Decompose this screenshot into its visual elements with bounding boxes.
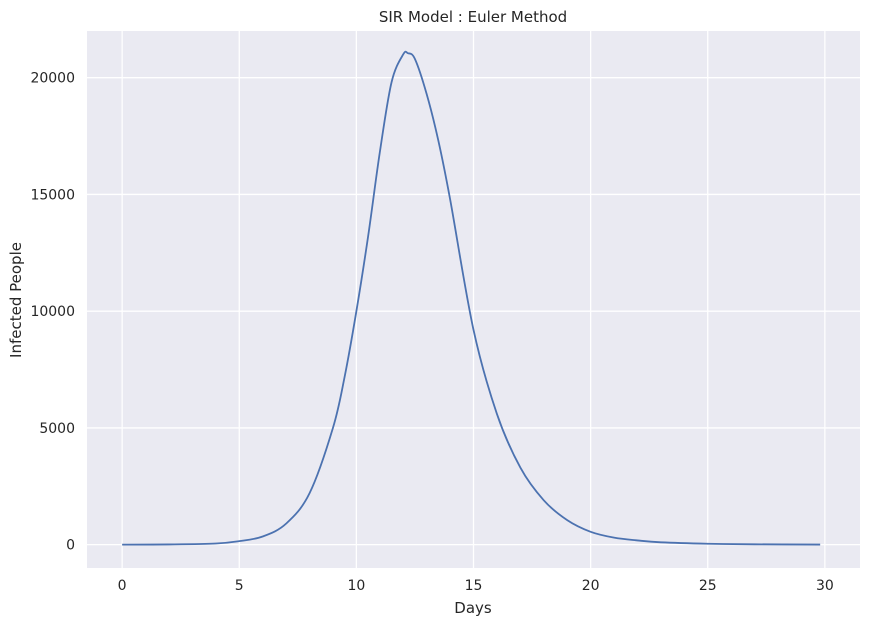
y-tick-label: 20000 [30, 71, 75, 87]
infected-series-line [122, 50, 821, 546]
x-axis-title: Days [454, 599, 492, 617]
y-tick-label: 15000 [30, 187, 75, 203]
y-tick-label: 10000 [30, 304, 75, 320]
grid-lines [87, 31, 860, 568]
x-tick-labels: 0 5 10 15 20 25 30 [118, 578, 834, 594]
y-tick-label: 5000 [39, 421, 75, 437]
series-layer [122, 50, 821, 546]
y-tick-labels: 0 5000 10000 15000 20000 [30, 71, 75, 554]
y-axis-title: Infected People [7, 242, 25, 358]
x-tick-label: 20 [582, 578, 600, 594]
x-tick-label: 25 [699, 578, 717, 594]
x-tick-label: 5 [235, 578, 244, 594]
x-tick-label: 10 [347, 578, 365, 594]
x-tick-label: 15 [465, 578, 483, 594]
chart-title: SIR Model : Euler Method [379, 8, 567, 26]
x-tick-label: 0 [118, 578, 127, 594]
y-tick-label: 0 [66, 538, 75, 554]
x-tick-label: 30 [816, 578, 834, 594]
